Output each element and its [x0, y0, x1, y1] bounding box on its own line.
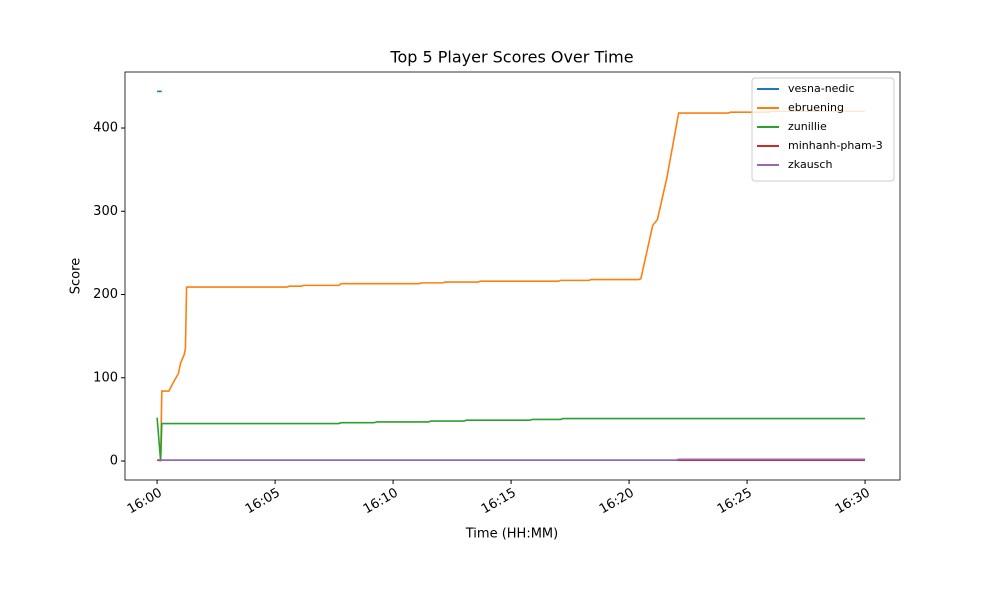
legend-box — [751, 77, 895, 182]
line-series — [159, 458, 866, 462]
y-axis-label: Score — [69, 258, 84, 294]
legend-label: zkausch — [788, 158, 832, 171]
plot-frame — [124, 71, 901, 481]
line-series — [156, 417, 866, 462]
line-series — [159, 110, 866, 462]
y-tick-label: 0 — [110, 454, 118, 469]
y-tick-label: 200 — [93, 287, 118, 302]
chart-title: Top 5 Player Scores Over Time — [389, 48, 633, 67]
y-tick-label: 300 — [93, 204, 118, 219]
legend-label: ebruening — [788, 101, 844, 114]
y-tick-label: 100 — [93, 370, 118, 385]
y-tick-label: 400 — [93, 121, 118, 136]
legend-label: vesna-nedic — [788, 82, 855, 95]
legend-label: minhanh-pham-3 — [788, 139, 883, 152]
x-axis-label: Time (HH:MM) — [465, 527, 558, 542]
legend-label: zunillie — [788, 120, 827, 133]
